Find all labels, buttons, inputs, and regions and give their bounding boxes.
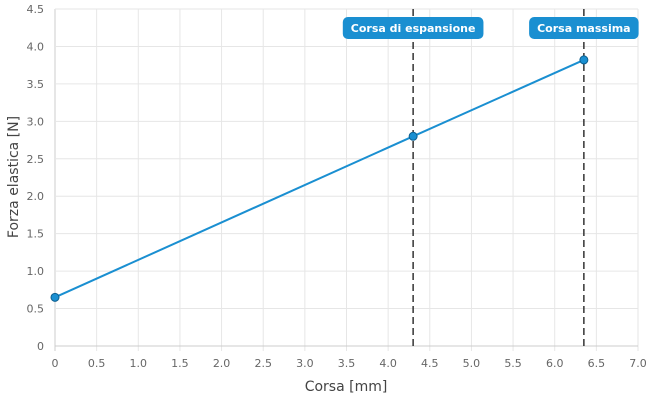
annotation-labels: Corsa di espansione Corsa massima <box>342 17 639 39</box>
y-tick-label: 0 <box>37 340 44 353</box>
y-tick-label: 0.5 <box>27 303 45 316</box>
x-tick-label: 5.0 <box>463 357 481 370</box>
data-point <box>50 292 60 302</box>
y-axis-ticks: 0 0.5 1.0 1.5 2.0 2.5 3.0 3.5 4.0 4.5 <box>27 3 45 353</box>
series-line <box>54 59 585 299</box>
x-tick-label: 3.5 <box>338 357 356 370</box>
annotation-label: Corsa di espansione <box>342 17 484 39</box>
y-tick-label: 1.0 <box>27 265 45 278</box>
x-tick-label: 1.0 <box>130 357 148 370</box>
series-layer <box>50 55 589 302</box>
x-tick-label: 4.5 <box>421 357 439 370</box>
y-tick-label: 3.5 <box>27 78 45 91</box>
data-point <box>408 131 418 141</box>
x-axis-title: Corsa [mm] <box>305 379 388 395</box>
x-tick-label: 7.0 <box>629 357 647 370</box>
x-tick-label: 1.5 <box>171 357 189 370</box>
y-tick-label: 4.5 <box>27 3 45 16</box>
x-tick-label: 0 <box>52 357 59 370</box>
y-tick-label: 3.0 <box>27 115 45 128</box>
y-tick-label: 1.5 <box>27 228 45 241</box>
annotation-label-text: Corsa di espansione <box>351 22 476 35</box>
x-tick-label: 4.0 <box>379 357 397 370</box>
x-tick-label: 6.0 <box>546 357 564 370</box>
x-tick-label: 2.0 <box>213 357 231 370</box>
annotation-label-text: Corsa massima <box>537 22 631 35</box>
annotation-label-box <box>342 17 484 39</box>
y-axis-title: Forza elastica [N] <box>6 116 22 238</box>
annotation-label: Corsa massima <box>529 17 639 39</box>
y-tick-label: 2.5 <box>27 153 45 166</box>
x-tick-label: 3.0 <box>296 357 314 370</box>
x-tick-label: 0.5 <box>88 357 106 370</box>
y-tick-label: 2.0 <box>27 190 45 203</box>
x-tick-label: 6.5 <box>588 357 606 370</box>
annotation-lines <box>412 9 585 346</box>
x-tick-label: 5.5 <box>504 357 522 370</box>
annotation-label-box <box>529 17 639 39</box>
grid <box>54 8 639 351</box>
y-tick-label: 4.0 <box>27 40 45 53</box>
x-axis-ticks: 0 0.5 1.0 1.5 2.0 2.5 3.0 3.5 4.0 4.5 5.0 5.5 6.0 6.5… <box>52 357 647 370</box>
data-point <box>579 55 589 65</box>
x-tick-label: 2.5 <box>254 357 272 370</box>
